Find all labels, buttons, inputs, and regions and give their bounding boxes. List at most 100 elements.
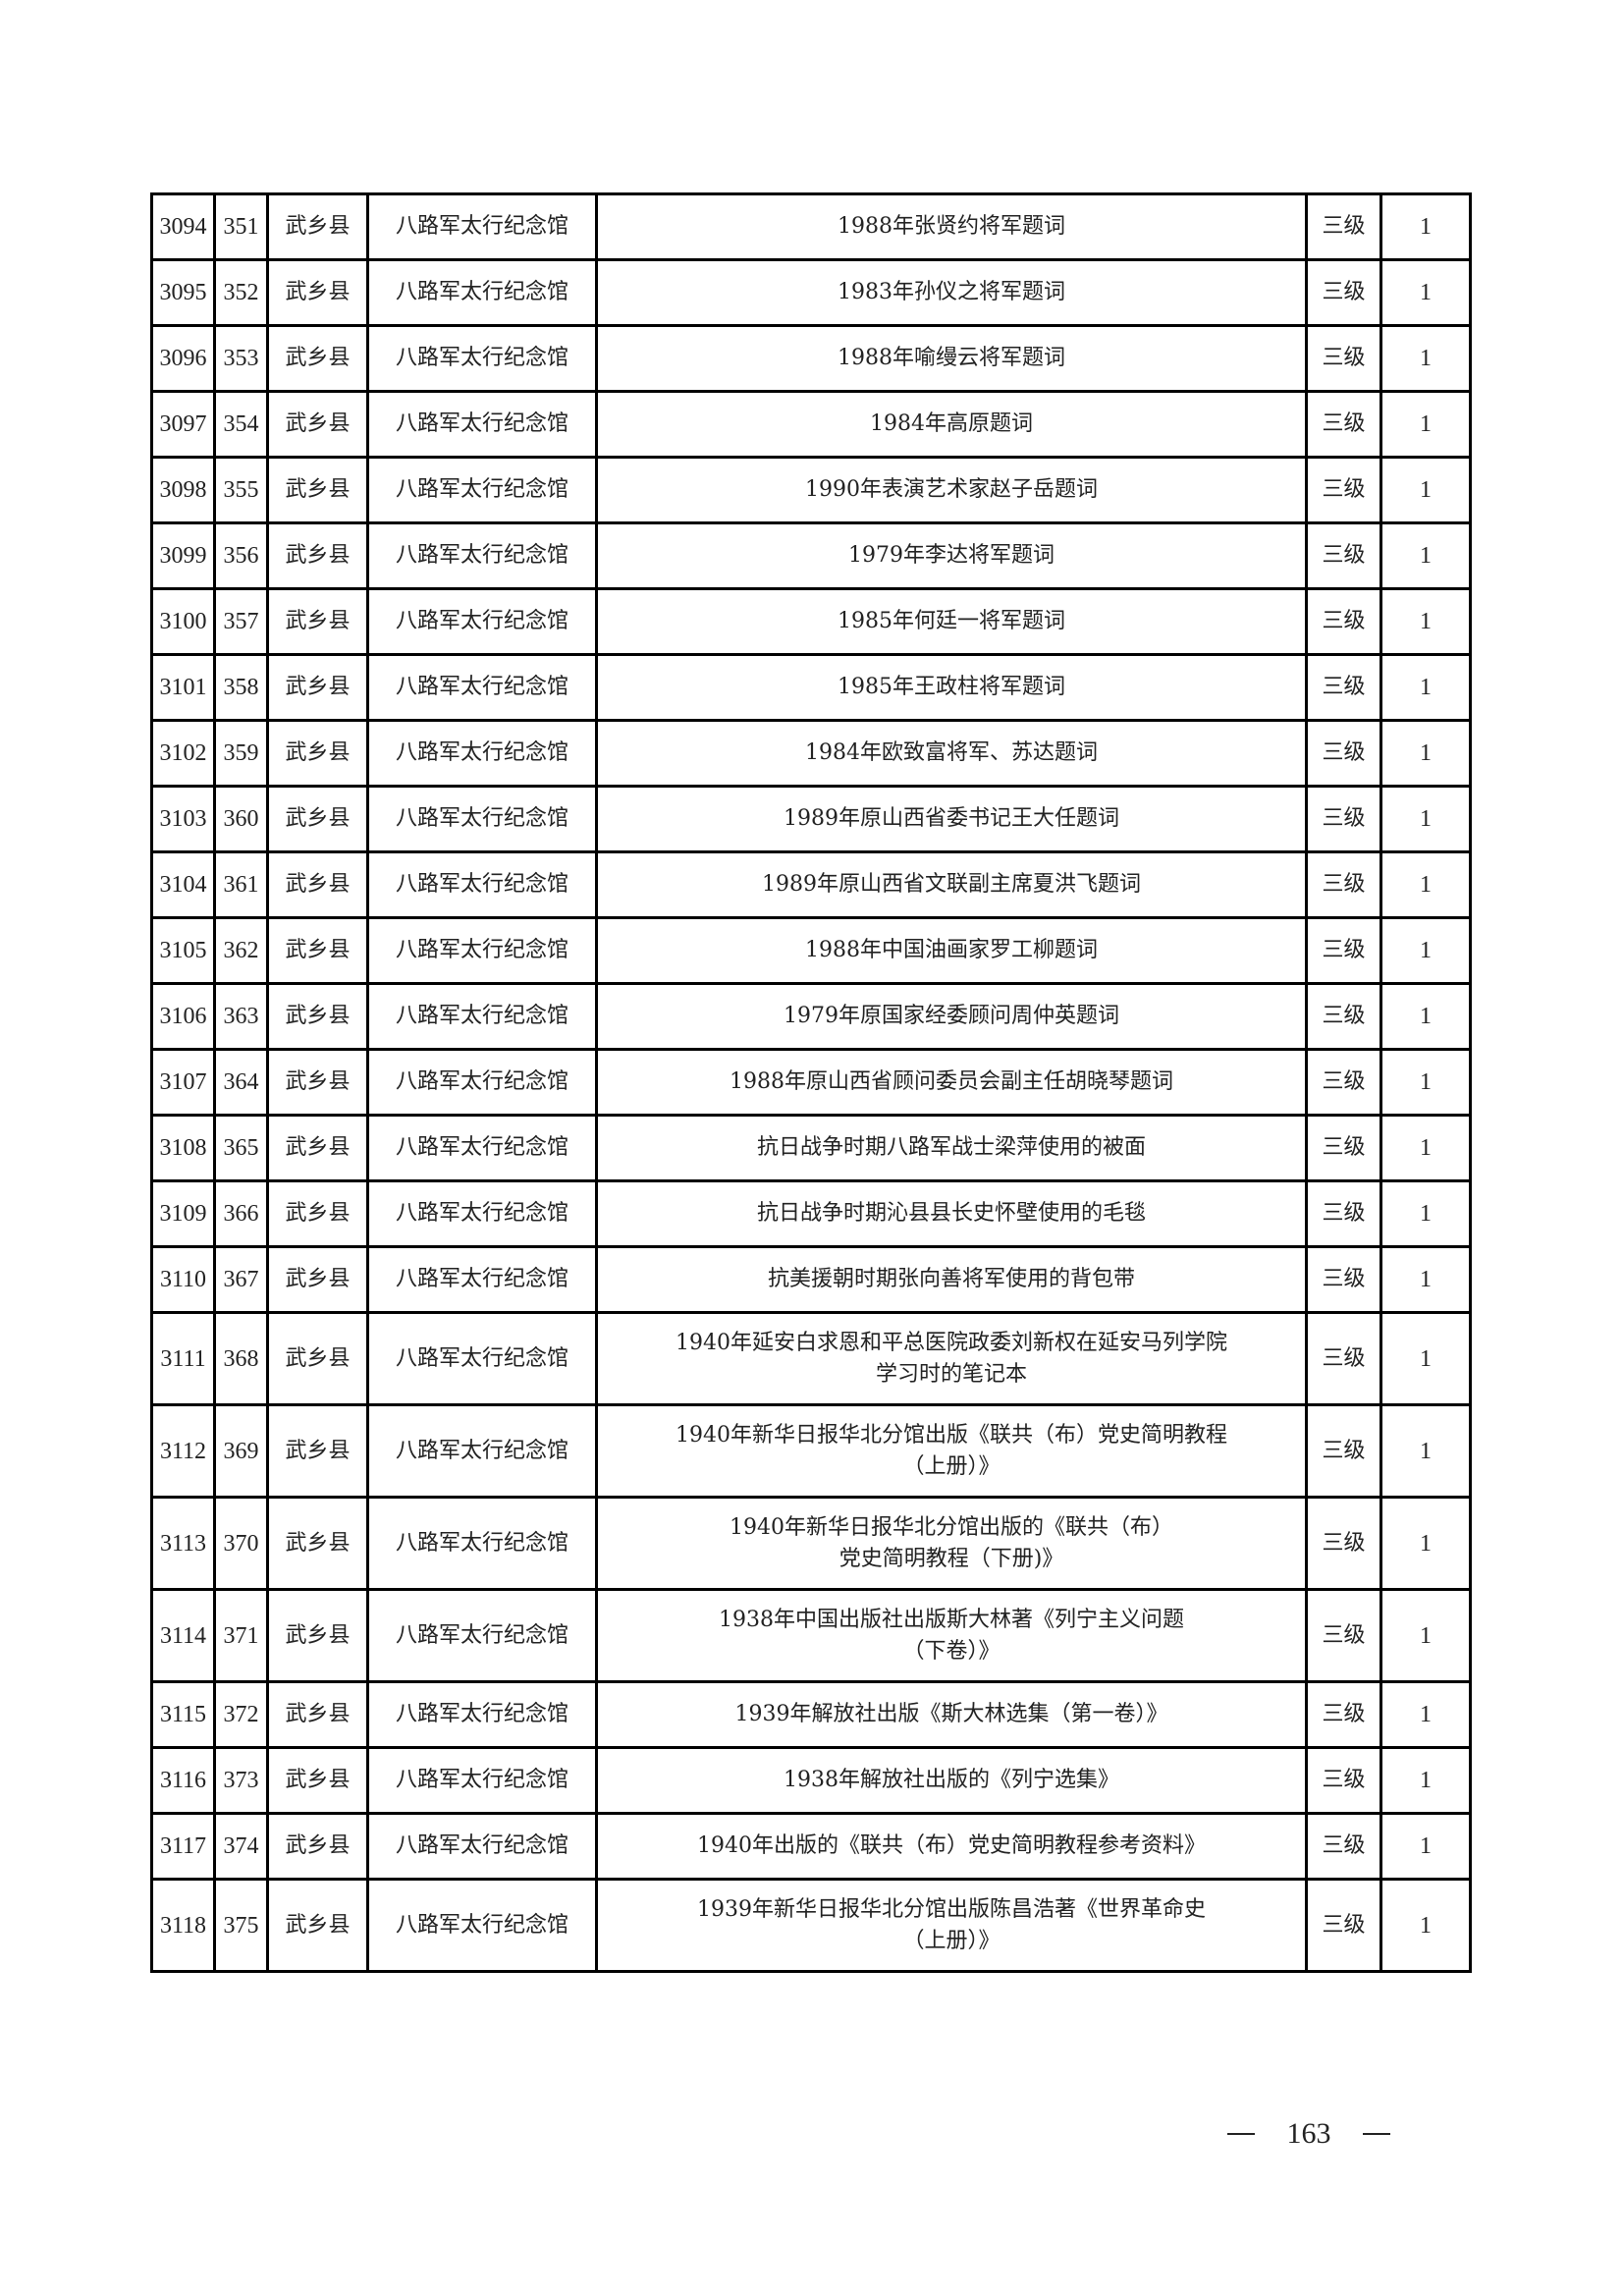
cell-name: 1988年中国油画家罗工柳题词	[595, 916, 1308, 985]
cell-qty: 1	[1380, 785, 1472, 853]
cell-qty: 1	[1380, 192, 1472, 261]
cell-unit-text: 八路军太行纪念馆	[395, 740, 568, 765]
cell-name-line2: 学习时的笔记本	[875, 1361, 1027, 1387]
cell-level-text: 三级	[1322, 806, 1366, 831]
cell-unit: 八路军太行纪念馆	[366, 1680, 598, 1749]
cell-seq-text: 3107	[159, 1069, 207, 1095]
cell-sub-text: 364	[223, 1069, 259, 1095]
cell-sub-text: 366	[223, 1201, 259, 1227]
table-row: 3103 360 武乡县 八路军太行纪念馆 1989年原山西省委书记王大任题词 三级 1	[150, 785, 1472, 853]
cell-level: 三级	[1305, 719, 1382, 788]
cell-name-text: 1988年中国油画家罗工柳题词	[805, 938, 1098, 962]
cell-qty: 1	[1380, 1114, 1472, 1182]
cell-unit-text: 八路军太行纪念馆	[395, 1622, 568, 1648]
cell-qty: 1	[1380, 1878, 1472, 1973]
cell-level-text: 三级	[1322, 872, 1366, 897]
cell-seq: 3101	[150, 653, 216, 722]
cell-sub: 363	[213, 982, 269, 1051]
cell-county-text: 武乡县	[285, 411, 351, 436]
cell-unit: 八路军太行纪念馆	[366, 192, 598, 261]
cell-qty: 1	[1380, 850, 1472, 919]
table-row: 3105 362 武乡县 八路军太行纪念馆 1988年中国油画家罗工柳题词 三级 1	[150, 916, 1472, 985]
cell-level: 三级	[1305, 1245, 1382, 1314]
cell-qty-text: 1	[1420, 477, 1432, 503]
cell-county: 武乡县	[266, 1179, 369, 1248]
cell-seq: 3115	[150, 1680, 216, 1749]
cell-qty: 1	[1380, 258, 1472, 327]
cell-sub: 357	[213, 587, 269, 656]
cell-county-text: 武乡县	[285, 609, 351, 633]
cell-qty-text: 1	[1420, 609, 1432, 634]
cell-seq-text: 3102	[159, 740, 207, 766]
cell-sub-text: 362	[223, 938, 259, 963]
cell-unit-text: 八路军太行纪念馆	[395, 1201, 568, 1226]
cell-sub: 368	[213, 1311, 269, 1406]
table-row: 3106 363 武乡县 八路军太行纪念馆 1979年原国家经委顾问周仲英题词 三级 1	[150, 982, 1472, 1051]
cell-county: 武乡县	[266, 324, 369, 393]
cell-sub-text: 351	[223, 214, 259, 240]
cell-unit-text: 八路军太行纪念馆	[395, 1702, 568, 1726]
cell-sub: 374	[213, 1812, 269, 1881]
cell-sub-text: 352	[223, 280, 259, 305]
cell-level-text: 三级	[1322, 1345, 1366, 1371]
cell-name: 1979年李达将军题词	[595, 521, 1308, 590]
cell-county-text: 武乡县	[285, 1833, 351, 1858]
cell-level: 三级	[1305, 982, 1382, 1051]
cell-county-text: 武乡县	[285, 1069, 351, 1094]
cell-sub-text: 354	[223, 411, 259, 437]
cell-level: 三级	[1305, 1588, 1382, 1683]
cell-unit: 八路军太行纪念馆	[366, 1048, 598, 1117]
page-footer: 163	[1227, 2117, 1390, 2151]
cell-unit: 八路军太行纪念馆	[366, 521, 598, 590]
cell-seq-text: 3116	[159, 1768, 207, 1793]
cell-name: 1940年出版的《联共（布）党史简明教程参考资料》	[595, 1812, 1308, 1881]
cell-name-text: 1979年原国家经委顾问周仲英题词	[784, 1004, 1119, 1028]
cell-level-text: 三级	[1322, 214, 1366, 239]
cell-name-text: 1989年原山西省文联副主席夏洪飞题词	[762, 872, 1141, 897]
cell-qty-text: 1	[1420, 1833, 1432, 1859]
cell-county: 武乡县	[266, 1403, 369, 1499]
cell-unit-text: 八路军太行纪念馆	[395, 609, 568, 633]
cell-qty-text: 1	[1420, 1069, 1432, 1095]
cell-level: 三级	[1305, 258, 1382, 327]
table-row: 3109 366 武乡县 八路军太行纪念馆 抗日战争时期沁县县长史怀壁使用的毛毯 三级 1	[150, 1179, 1472, 1248]
cell-seq: 3104	[150, 850, 216, 919]
cell-seq-text: 3096	[159, 346, 207, 371]
cell-seq-text: 3115	[159, 1702, 207, 1727]
cell-qty-text: 1	[1420, 938, 1432, 963]
cell-county-text: 武乡县	[285, 1912, 351, 1938]
cell-seq-text: 3104	[159, 872, 207, 898]
cell-county: 武乡县	[266, 1878, 369, 1973]
cell-county: 武乡县	[266, 1588, 369, 1683]
cell-name-text: 1938年中国出版社出版斯大林著《列宁主义问题	[719, 1607, 1184, 1632]
cell-qty-text: 1	[1420, 872, 1432, 898]
cell-name-text: 1940年新华日报华北分馆出版《联共（布）党史简明教程	[676, 1422, 1227, 1448]
table-row: 3095 352 武乡县 八路军太行纪念馆 1983年孙仪之将军题词 三级 1	[150, 258, 1472, 327]
cell-sub-text: 359	[223, 740, 259, 766]
cell-sub: 366	[213, 1179, 269, 1248]
cell-sub-text: 363	[223, 1004, 259, 1029]
cell-name-text: 1940年出版的《联共（布）党史简明教程参考资料》	[697, 1833, 1206, 1858]
cell-sub-text: 356	[223, 543, 259, 569]
cell-name-text: 1988年喻缦云将军题词	[838, 346, 1065, 370]
cell-name: 1984年高原题词	[595, 390, 1308, 459]
cell-name: 1989年原山西省文联副主席夏洪飞题词	[595, 850, 1308, 919]
cell-sub-text: 360	[223, 806, 259, 832]
cell-seq: 3095	[150, 258, 216, 327]
cell-level-text: 三级	[1322, 1438, 1366, 1463]
cell-level: 三级	[1305, 1812, 1382, 1881]
cell-sub-text: 355	[223, 477, 259, 503]
table-row: 3097 354 武乡县 八路军太行纪念馆 1984年高原题词 三级 1	[150, 390, 1472, 459]
cell-name: 1988年张贤约将军题词	[595, 192, 1308, 261]
cell-sub-text: 367	[223, 1267, 259, 1292]
cell-name-text: 1938年解放社出版的《列宁选集》	[784, 1768, 1119, 1792]
cell-qty: 1	[1380, 1048, 1472, 1117]
cell-sub-text: 375	[223, 1912, 259, 1939]
cell-county-text: 武乡县	[285, 346, 351, 370]
cell-county-text: 武乡县	[285, 1530, 351, 1556]
cell-seq-text: 3109	[159, 1201, 207, 1227]
cell-county: 武乡县	[266, 192, 369, 261]
cell-level: 三级	[1305, 850, 1382, 919]
cell-qty: 1	[1380, 1680, 1472, 1749]
cell-name-text: 抗美援朝时期张向善将军使用的背包带	[767, 1267, 1135, 1291]
